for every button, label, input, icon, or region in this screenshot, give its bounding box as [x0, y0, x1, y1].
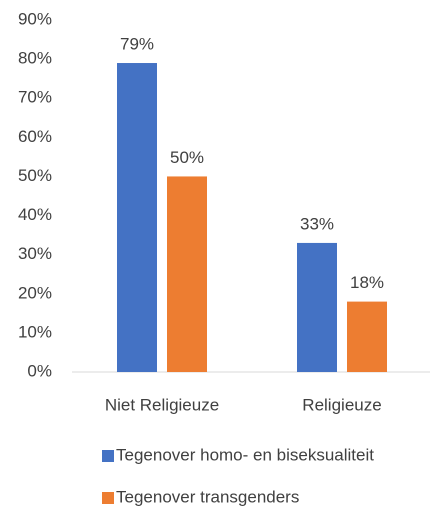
y-tick-label: 30% — [18, 244, 52, 263]
y-tick-label: 70% — [18, 88, 52, 107]
y-tick-label: 20% — [18, 283, 52, 302]
legend-swatch — [102, 450, 114, 462]
bar — [297, 242, 337, 372]
legend-swatch — [102, 492, 114, 504]
data-label: 50% — [170, 148, 204, 167]
y-tick-label: 40% — [18, 205, 52, 224]
y-tick-label: 90% — [18, 9, 52, 28]
y-tick-label: 0% — [27, 361, 52, 380]
bar — [347, 301, 387, 372]
x-tick-label: Religieuze — [302, 395, 381, 414]
y-tick-label: 50% — [18, 166, 52, 185]
x-tick-label: Niet Religieuze — [105, 395, 219, 414]
data-label: 33% — [300, 214, 334, 233]
bar — [167, 176, 207, 372]
legend-label: Tegenover transgenders — [116, 487, 299, 506]
bar — [117, 63, 157, 373]
y-tick-label: 10% — [18, 322, 52, 341]
y-tick-label: 60% — [18, 127, 52, 146]
data-label: 79% — [120, 35, 154, 54]
data-label: 18% — [350, 273, 384, 292]
legend-label: Tegenover homo- en biseksualiteit — [116, 445, 374, 464]
y-tick-label: 80% — [18, 49, 52, 68]
